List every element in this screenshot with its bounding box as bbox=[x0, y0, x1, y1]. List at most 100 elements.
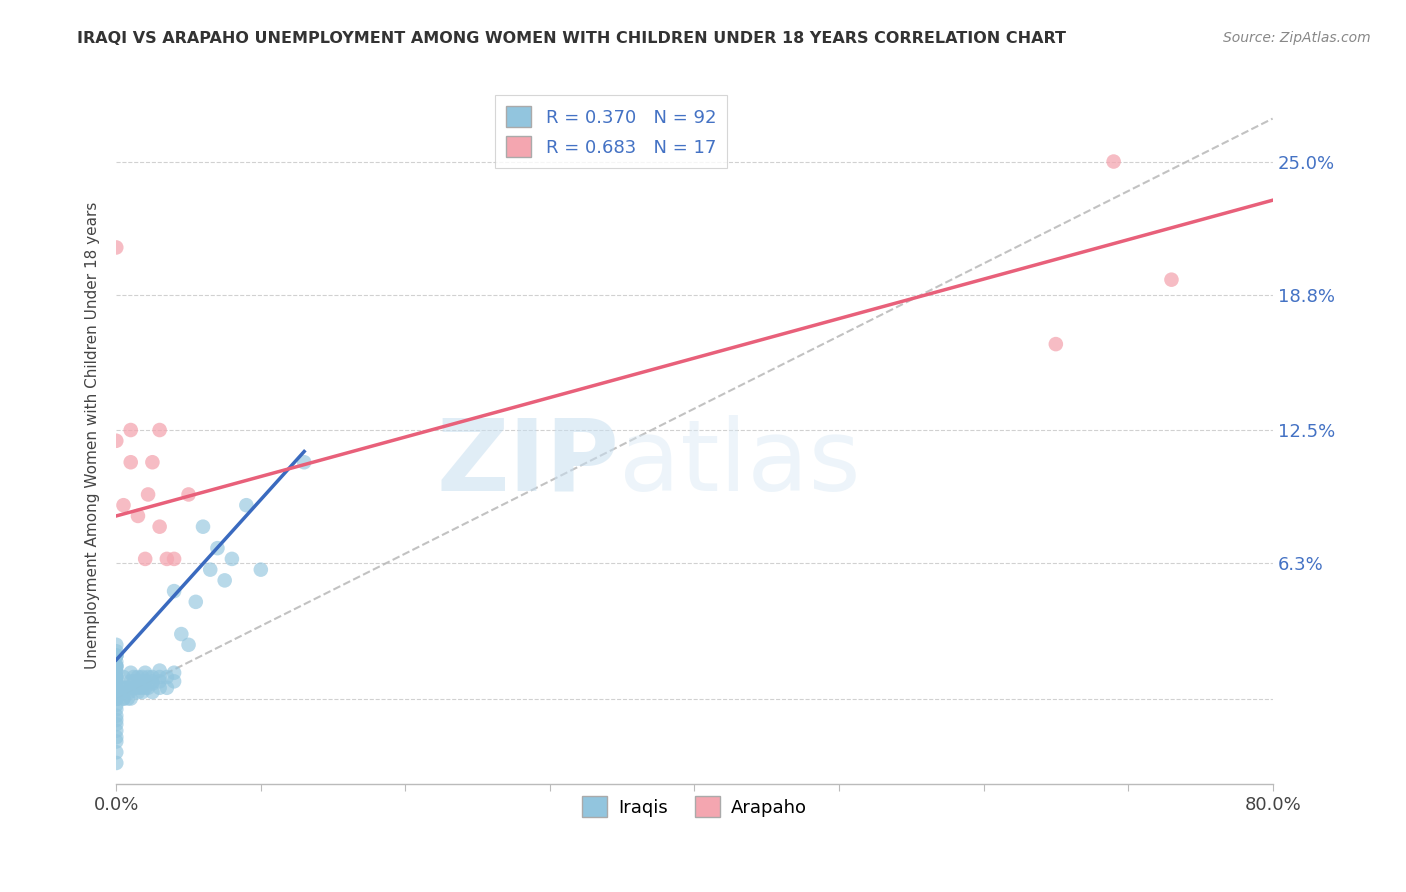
Point bbox=[105, 644, 128, 658]
Point bbox=[105, 745, 128, 759]
Point bbox=[105, 681, 128, 695]
Point bbox=[112, 681, 135, 695]
Point bbox=[122, 670, 145, 684]
Point bbox=[105, 648, 128, 663]
Point bbox=[163, 552, 186, 566]
Text: atlas: atlas bbox=[619, 415, 860, 512]
Point bbox=[124, 681, 146, 695]
Point bbox=[156, 552, 179, 566]
Point bbox=[131, 670, 153, 684]
Point bbox=[112, 691, 135, 706]
Point bbox=[112, 691, 135, 706]
Point bbox=[127, 508, 149, 523]
Point bbox=[122, 681, 145, 695]
Point bbox=[149, 670, 172, 684]
Point bbox=[134, 674, 156, 689]
Legend: Iraqis, Arapaho: Iraqis, Arapaho bbox=[575, 789, 814, 824]
Point bbox=[105, 723, 128, 738]
Point bbox=[207, 541, 229, 556]
Point bbox=[292, 455, 315, 469]
Point bbox=[105, 691, 128, 706]
Point bbox=[120, 691, 142, 706]
Point bbox=[124, 674, 146, 689]
Point bbox=[163, 674, 186, 689]
Point bbox=[105, 730, 128, 744]
Point bbox=[105, 685, 128, 699]
Point bbox=[105, 659, 128, 673]
Point bbox=[105, 691, 128, 706]
Point bbox=[149, 681, 172, 695]
Point bbox=[141, 674, 163, 689]
Text: Source: ZipAtlas.com: Source: ZipAtlas.com bbox=[1223, 31, 1371, 45]
Point bbox=[105, 734, 128, 748]
Point bbox=[105, 756, 128, 770]
Point bbox=[128, 674, 150, 689]
Point bbox=[149, 423, 172, 437]
Point bbox=[120, 455, 142, 469]
Point bbox=[200, 563, 222, 577]
Text: ZIP: ZIP bbox=[436, 415, 619, 512]
Point bbox=[105, 713, 128, 727]
Point bbox=[105, 708, 128, 723]
Point bbox=[120, 665, 142, 680]
Point bbox=[105, 681, 128, 695]
Point bbox=[117, 681, 139, 695]
Point bbox=[105, 674, 128, 689]
Point bbox=[105, 691, 128, 706]
Point bbox=[141, 455, 163, 469]
Point bbox=[105, 670, 128, 684]
Point bbox=[112, 670, 135, 684]
Point bbox=[105, 648, 128, 663]
Point bbox=[184, 595, 207, 609]
Point bbox=[136, 681, 159, 695]
Point bbox=[214, 574, 236, 588]
Point bbox=[120, 674, 142, 689]
Point bbox=[129, 681, 152, 695]
Point bbox=[105, 659, 128, 673]
Point bbox=[127, 670, 149, 684]
Point bbox=[127, 681, 149, 695]
Point bbox=[105, 681, 128, 695]
Point bbox=[141, 670, 163, 684]
Point bbox=[134, 681, 156, 695]
Point bbox=[163, 665, 186, 680]
Point bbox=[120, 423, 142, 437]
Point bbox=[191, 519, 214, 533]
Point bbox=[134, 665, 156, 680]
Point bbox=[105, 655, 128, 669]
Point bbox=[105, 240, 128, 254]
Point bbox=[105, 698, 128, 712]
Point bbox=[105, 691, 128, 706]
Point bbox=[117, 691, 139, 706]
Point bbox=[105, 717, 128, 731]
Point bbox=[105, 670, 128, 684]
Point bbox=[136, 670, 159, 684]
Point bbox=[105, 638, 128, 652]
Point bbox=[221, 552, 243, 566]
Point bbox=[1045, 337, 1067, 351]
Point bbox=[1160, 273, 1182, 287]
Point bbox=[118, 685, 141, 699]
Point bbox=[105, 676, 128, 690]
Point bbox=[156, 670, 179, 684]
Point bbox=[131, 685, 153, 699]
Point bbox=[105, 648, 128, 663]
Point bbox=[105, 702, 128, 716]
Point bbox=[105, 670, 128, 684]
Point bbox=[136, 487, 159, 501]
Point bbox=[235, 498, 257, 512]
Point bbox=[141, 685, 163, 699]
Point bbox=[1102, 154, 1125, 169]
Point bbox=[134, 552, 156, 566]
Point bbox=[112, 498, 135, 512]
Point bbox=[105, 687, 128, 701]
Point bbox=[250, 563, 273, 577]
Point bbox=[149, 519, 172, 533]
Point bbox=[105, 691, 128, 706]
Point bbox=[115, 681, 138, 695]
Point bbox=[105, 691, 128, 706]
Point bbox=[149, 674, 172, 689]
Y-axis label: Unemployment Among Women with Children Under 18 years: Unemployment Among Women with Children U… bbox=[86, 202, 100, 669]
Point bbox=[105, 434, 128, 448]
Point bbox=[105, 681, 128, 695]
